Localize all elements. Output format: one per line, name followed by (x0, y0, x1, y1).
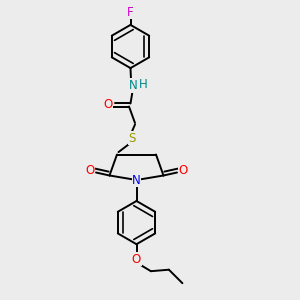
Text: O: O (85, 164, 94, 177)
Text: O: O (178, 164, 188, 177)
Text: F: F (127, 6, 134, 19)
Text: O: O (132, 253, 141, 266)
Text: H: H (139, 78, 148, 92)
Text: S: S (128, 131, 136, 145)
Text: O: O (103, 98, 112, 111)
Text: N: N (128, 79, 137, 92)
Text: N: N (132, 173, 141, 187)
